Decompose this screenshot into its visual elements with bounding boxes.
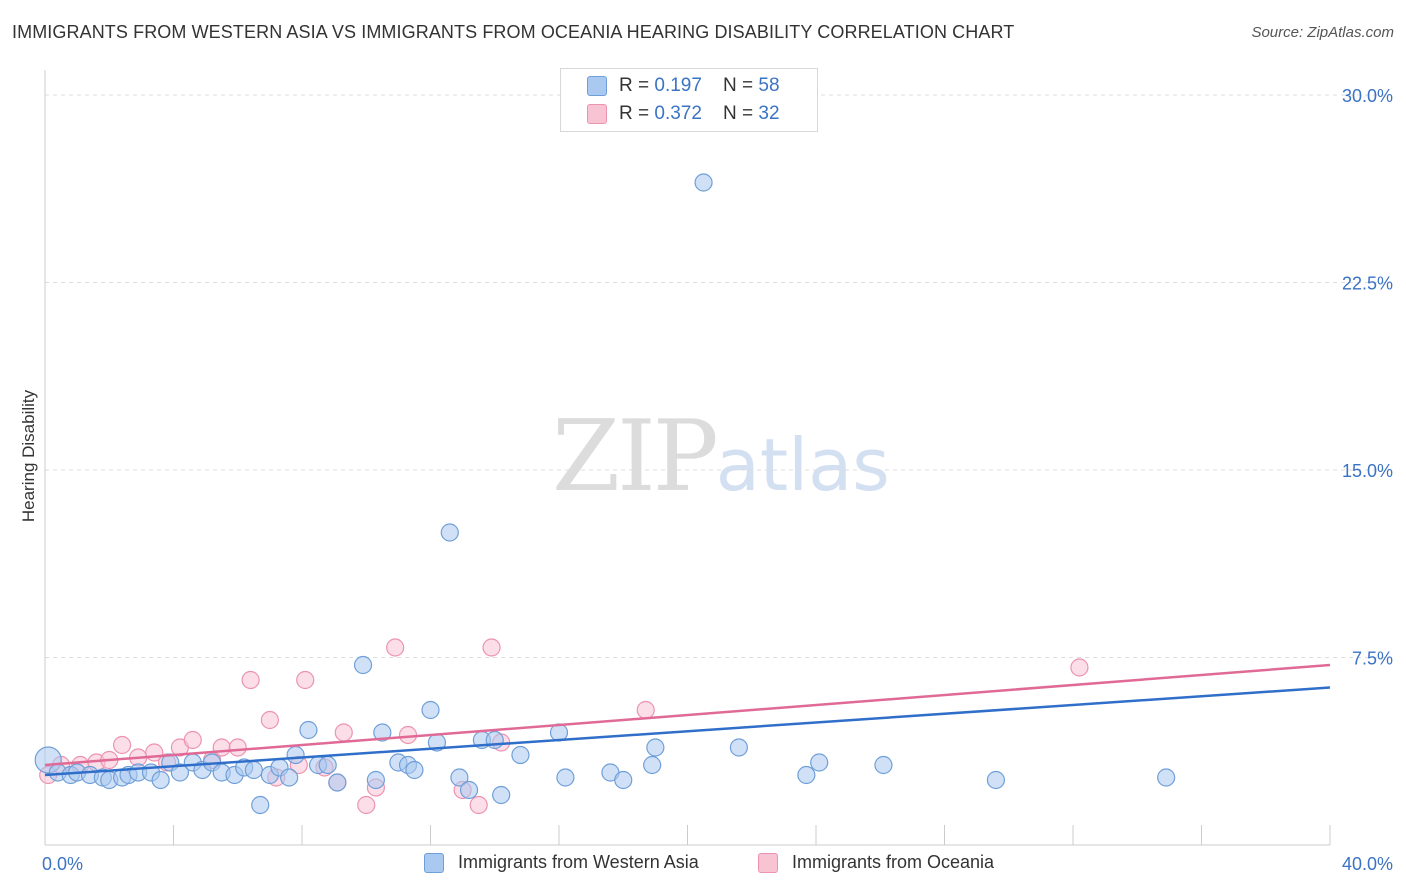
data-point [183,730,202,750]
r-value: 0.197 [654,75,702,96]
data-point [986,770,1006,790]
blue-swatch [587,76,607,96]
data-point [1157,768,1176,787]
data-point [151,770,170,790]
data-point [729,738,749,757]
data-point [353,655,373,675]
gridlines [45,94,1390,658]
stats-row-western-asia: R = 0.197 N = 58 [587,73,780,99]
legend-item-western-asia: Immigrants from Western Asia [424,852,699,873]
r-label: R = [619,75,655,96]
pink-swatch [758,852,778,873]
data-point [797,765,816,785]
data-point [212,738,231,757]
axes [44,70,1331,846]
n-label: N = [723,75,759,96]
data-point [810,753,829,772]
r-label: R = [619,103,655,124]
data-point [469,795,488,815]
data-point [459,780,479,800]
data-point [421,700,440,720]
data-point [405,760,424,780]
y-axis-label: Hearing Disability [19,389,38,522]
watermark-atlas: atlas [715,423,890,507]
data-point [556,768,575,787]
data-point [1070,658,1089,677]
legend-item-oceania: Immigrants from Oceania [758,852,994,873]
data-point [328,773,347,792]
data-point [241,670,260,690]
data-point [260,710,279,730]
y-tick-label: 7.5% [1352,649,1393,669]
data-point [398,725,418,745]
legend-label: Immigrants from Oceania [792,852,995,872]
data-point [334,723,353,742]
watermark: ZIPatlas [552,400,890,514]
data-point [318,755,337,775]
stats-row-oceania: R = 0.372 N = 32 [587,101,780,127]
data-point [450,768,469,787]
n-label: N = [723,103,759,124]
series-western-asia-points [34,173,1176,815]
data-point [366,770,385,790]
x-tick-label: 40.0% [1342,854,1393,874]
data-point [386,638,405,657]
axis-labels: 7.5% 15.0% 22.5% 30.0% 0.0% 40.0% Hearing Disa… [19,86,1393,874]
data-point [646,738,665,757]
y-tick-label: 15.0% [1342,461,1393,481]
trend-line [44,686,1331,777]
source-label: Source: ZipAtlas.com [1251,24,1394,41]
data-point [694,173,713,192]
n-value: 58 [758,75,780,96]
blue-swatch [424,852,444,873]
data-point [112,735,132,755]
data-point [296,670,315,690]
chart-title: IMMIGRANTS FROM WESTERN ASIA VS IMMIGRAN… [12,22,1015,42]
data-point [874,755,893,775]
trend-lines [44,663,1331,777]
data-point [280,768,299,787]
data-point [244,760,263,780]
pink-swatch [587,104,607,124]
data-point [492,785,511,805]
data-point [299,720,318,740]
data-point [643,755,662,775]
legend-label: Immigrants from Western Asia [458,852,699,872]
r-value: 0.372 [654,103,702,124]
data-point [440,523,459,542]
data-point [286,745,305,765]
stats-legend: R = 0.197 N = 58 R = 0.372 N = 32 [560,68,818,132]
data-point [251,795,270,815]
data-point [636,700,655,720]
y-tick-label: 22.5% [1342,274,1393,294]
y-tick-label: 30.0% [1342,86,1393,106]
data-point [357,795,376,815]
watermark-zip: ZIP [552,400,719,514]
n-value: 32 [758,103,780,124]
data-point [482,638,501,657]
data-point [511,745,530,765]
data-point [373,723,392,742]
data-point [228,738,247,757]
x-tick-label: 0.0% [42,854,83,874]
data-point [170,763,190,782]
trend-line [44,663,1331,767]
data-point [614,770,633,790]
